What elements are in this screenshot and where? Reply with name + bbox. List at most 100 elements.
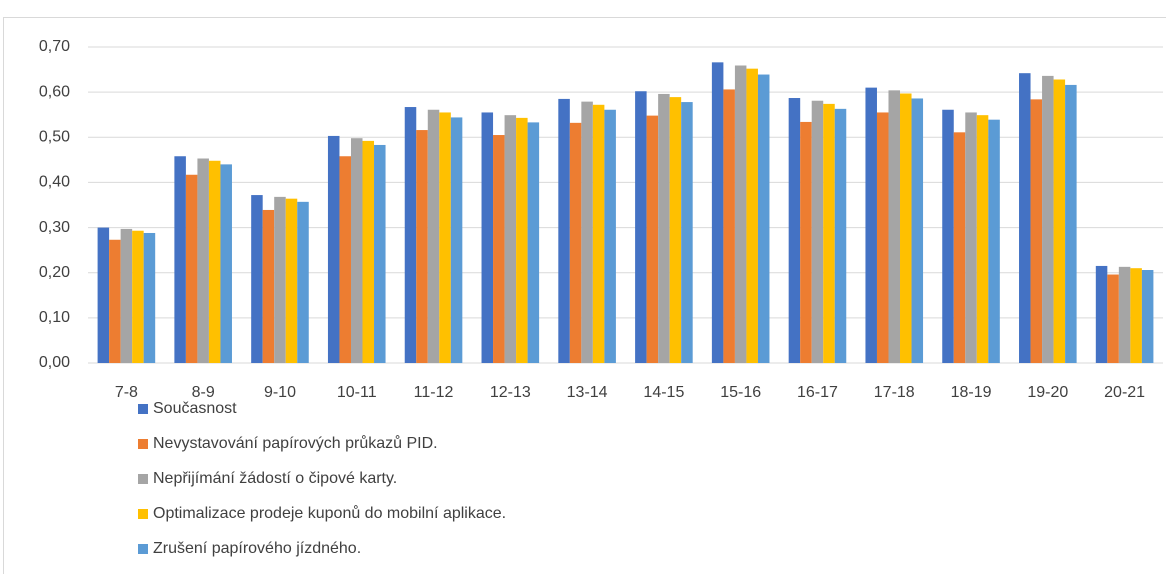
bar xyxy=(823,103,835,363)
bar xyxy=(900,93,912,364)
bar xyxy=(865,87,877,363)
bar xyxy=(185,174,198,363)
bar xyxy=(504,115,517,363)
bar xyxy=(109,239,121,363)
bar xyxy=(97,227,110,363)
x-tick-label: 12-13 xyxy=(490,384,531,401)
x-tick-label: 7-8 xyxy=(115,384,138,401)
x-tick-label: 13-14 xyxy=(567,384,608,401)
bar xyxy=(669,97,682,363)
legend-label: Zrušení papírového jízdného. xyxy=(153,540,361,557)
bar xyxy=(1141,270,1154,363)
bar xyxy=(450,117,463,364)
bar xyxy=(262,209,275,363)
legend-swatch xyxy=(138,509,148,519)
bar xyxy=(942,109,954,364)
bar xyxy=(1118,266,1131,363)
bar xyxy=(635,91,647,364)
chart-border xyxy=(3,17,1166,574)
bar xyxy=(208,160,221,363)
bar xyxy=(481,112,494,363)
bar xyxy=(965,112,977,363)
x-tick-label: 18-19 xyxy=(951,384,992,401)
bar xyxy=(1030,99,1043,363)
bar xyxy=(569,122,582,363)
bar xyxy=(527,122,540,363)
x-tick-label: 17-18 xyxy=(874,384,915,401)
bar xyxy=(604,109,616,364)
bar xyxy=(297,201,309,363)
bar xyxy=(1019,73,1031,363)
bar xyxy=(516,117,528,363)
legend-swatch xyxy=(138,404,148,414)
bar xyxy=(734,65,747,363)
bar xyxy=(800,121,812,364)
bar xyxy=(888,90,901,363)
legend-swatch xyxy=(138,544,148,554)
x-tick-label: 8-9 xyxy=(192,384,215,401)
bar xyxy=(251,195,263,363)
y-tick-label: 0,00 xyxy=(39,354,70,371)
bar xyxy=(416,130,428,363)
legend-label: Nepřijímání žádostí o čipové karty. xyxy=(153,470,397,487)
bar xyxy=(811,100,824,363)
x-tick-label: 15-16 xyxy=(720,384,761,401)
y-tick-label: 0,10 xyxy=(39,309,70,326)
legend-swatch xyxy=(138,474,148,484)
bar xyxy=(646,115,659,363)
bar xyxy=(1042,75,1054,364)
bar xyxy=(658,93,670,363)
bar xyxy=(374,144,386,363)
bar xyxy=(581,101,593,363)
bar xyxy=(197,158,209,363)
bar xyxy=(1095,265,1108,363)
bar xyxy=(976,115,989,363)
bar xyxy=(788,98,801,364)
x-tick-label: 20-21 xyxy=(1104,384,1145,401)
bar xyxy=(953,132,966,363)
bar xyxy=(493,135,505,363)
bar xyxy=(427,109,440,364)
bar xyxy=(681,102,693,364)
bar xyxy=(439,112,451,363)
x-tick-label: 14-15 xyxy=(643,384,684,401)
y-tick-label: 0,70 xyxy=(39,38,70,55)
bar xyxy=(834,108,847,364)
bar xyxy=(132,230,144,363)
bar xyxy=(723,89,735,363)
bar xyxy=(1107,274,1119,363)
x-tick-label: 9-10 xyxy=(264,384,296,401)
bar xyxy=(174,156,186,363)
legend-label: Optimalizace prodeje kuponů do mobilní a… xyxy=(153,504,506,522)
bar xyxy=(120,228,133,363)
bar xyxy=(1053,79,1066,363)
bar xyxy=(757,74,770,363)
x-tick-label: 10-11 xyxy=(337,384,377,401)
x-tick-label: 16-17 xyxy=(797,384,838,401)
y-tick-label: 0,50 xyxy=(39,129,70,146)
bar xyxy=(592,104,605,363)
bar xyxy=(988,119,1000,364)
bar xyxy=(350,138,363,363)
y-tick-label: 0,20 xyxy=(39,264,70,281)
bar xyxy=(327,135,340,363)
y-tick-label: 0,60 xyxy=(39,83,70,100)
bar xyxy=(1130,268,1142,363)
legend-label: Současnost xyxy=(153,400,237,417)
bar xyxy=(339,156,351,363)
bar xyxy=(404,107,417,363)
legend-swatch xyxy=(138,439,148,449)
y-tick-label: 0,30 xyxy=(39,219,70,236)
bar xyxy=(558,98,570,364)
legend-label: Nevystavování papírových průkazů PID. xyxy=(153,434,438,452)
bar xyxy=(911,98,924,363)
bar xyxy=(143,232,156,363)
bar xyxy=(1065,84,1077,364)
x-tick-label: 11-12 xyxy=(414,384,454,401)
bar xyxy=(746,68,758,363)
y-tick-label: 0,40 xyxy=(39,174,70,191)
bar xyxy=(285,198,298,363)
bar xyxy=(362,140,375,363)
x-tick-label: 19-20 xyxy=(1027,384,1068,401)
